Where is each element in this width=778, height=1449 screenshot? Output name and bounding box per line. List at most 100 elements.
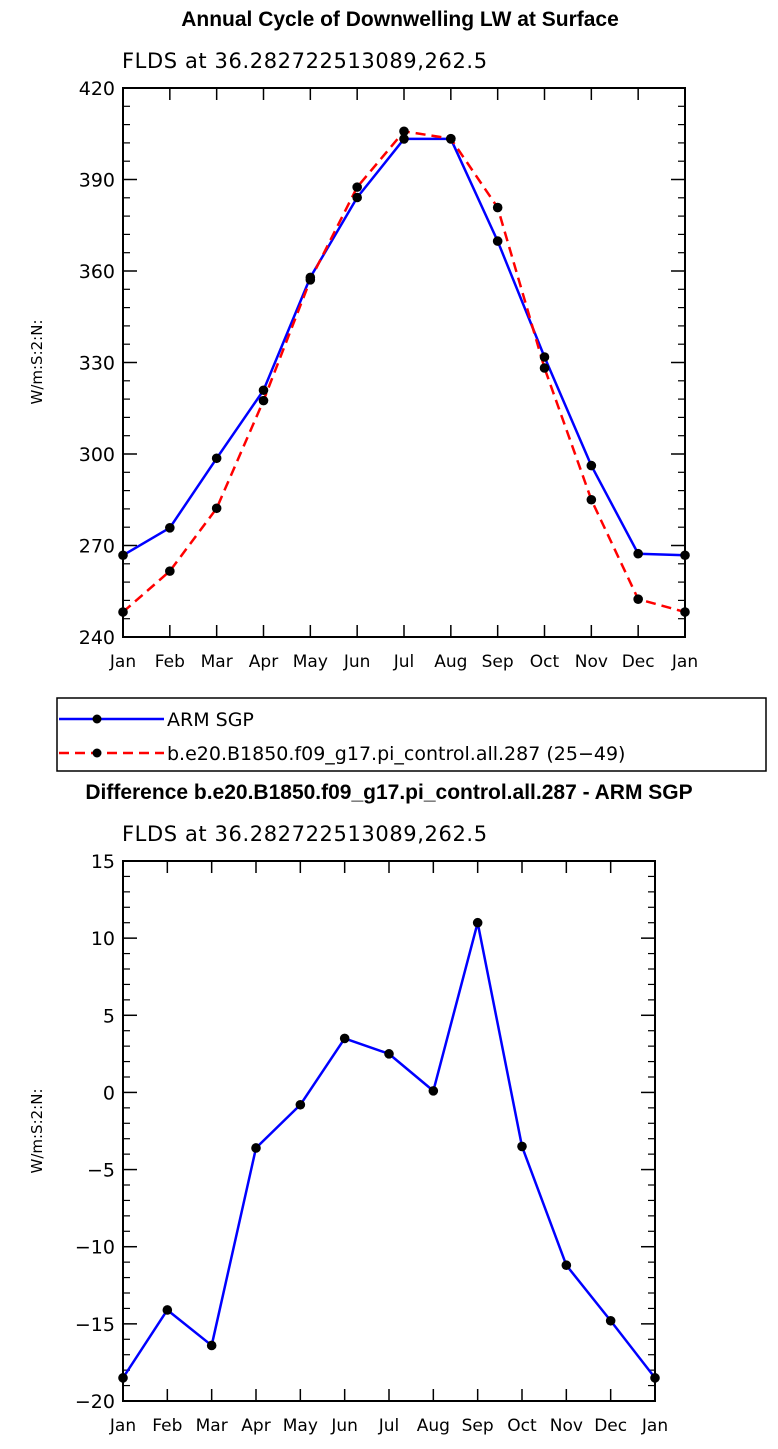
- data-point: [352, 192, 362, 203]
- chart1-ylabel: W/m:S:2:N:: [28, 320, 46, 405]
- data-point: [206, 1340, 217, 1351]
- legend-model-label: b.e20.B1850.f09_g17.pi_control.all.287 (…: [167, 743, 625, 765]
- x-tick-label: Feb: [152, 1416, 182, 1436]
- x-tick-label: Jul: [393, 652, 415, 672]
- y-tick-label: 15: [91, 851, 115, 873]
- chart2-title: Difference b.e20.B1850.f09_g17.pi_contro…: [85, 781, 692, 804]
- y-tick-label: 330: [79, 353, 115, 375]
- chart2-subtitle: FLDS at 36.282722513089,262.5: [122, 822, 488, 846]
- data-point: [118, 550, 128, 561]
- x-tick-label: Jun: [343, 652, 371, 672]
- data-point: [472, 917, 483, 928]
- data-point: [517, 1141, 527, 1152]
- data-point: [258, 385, 269, 396]
- chart2-ylabel: W/m:S:2:N:: [28, 1089, 46, 1174]
- chart1-title: Annual Cycle of Downwelling LW at Surfac…: [181, 8, 619, 31]
- y-tick-label: 240: [79, 627, 115, 649]
- series-line-1: [122, 130, 686, 614]
- x-tick-label: May: [293, 652, 328, 672]
- chart1-plot-frame: [122, 87, 686, 638]
- x-tick-label: Jan: [109, 652, 136, 672]
- x-tick-label: Oct: [530, 652, 560, 672]
- legend-obs-marker: [92, 714, 102, 724]
- x-tick-label: Feb: [155, 652, 185, 672]
- x-tick-label: Mar: [196, 1416, 228, 1436]
- chart2-x-tick-labels: Jan Feb Mar Apr May Jun Jul Aug Sep Oct Nov Dec Jan: [109, 1416, 668, 1436]
- data-point: [251, 1143, 261, 1153]
- data-point: [211, 503, 222, 514]
- x-tick-label: Oct: [507, 1416, 537, 1436]
- x-tick-label: Jan: [671, 652, 698, 672]
- data-point: [633, 548, 643, 559]
- data-point: [118, 1373, 128, 1383]
- legend-model-marker: [92, 748, 102, 758]
- y-tick-label: 390: [79, 170, 115, 192]
- x-tick-label: Jul: [378, 1416, 400, 1436]
- data-point: [633, 594, 643, 604]
- x-tick-label: Mar: [201, 652, 233, 672]
- data-point: [165, 523, 175, 533]
- y-tick-label: −5: [87, 1160, 115, 1182]
- legend-obs-label: ARM SGP: [167, 709, 254, 731]
- chart1-series: [118, 126, 690, 617]
- data-point: [258, 395, 269, 406]
- chart-annual-cycle: Annual Cycle of Downwelling LW at Surfac…: [28, 8, 767, 772]
- x-tick-label: Nov: [575, 652, 608, 672]
- chart1-subtitle: FLDS at 36.282722513089,262.5: [122, 49, 488, 73]
- chart1-legend: ARM SGP b.e20.B1850.f09_g17.pi_control.a…: [56, 697, 767, 772]
- data-point: [539, 363, 550, 373]
- chart1-y-tick-labels: 240 270 300 330 360 390 420: [79, 78, 115, 649]
- data-point: [605, 1315, 616, 1326]
- x-tick-label: Apr: [249, 652, 278, 672]
- data-point: [586, 494, 597, 505]
- legend-box: [56, 697, 767, 772]
- chart1-ticks: [122, 87, 686, 638]
- x-tick-label: Jan: [109, 1416, 136, 1436]
- chart2-plot-frame: [122, 860, 656, 1402]
- x-tick-label: Sep: [482, 652, 514, 672]
- y-tick-label: 360: [79, 261, 115, 283]
- y-tick-label: 270: [79, 536, 115, 558]
- chart2-y-tick-labels: −20 −15 −10 −5 0 5 10 15: [75, 851, 115, 1413]
- y-tick-label: 0: [103, 1082, 115, 1104]
- chart1-x-tick-labels: Jan Feb Mar Apr May Jun Jul Aug Sep Oct Nov Dec Jan: [109, 652, 698, 672]
- y-tick-label: 5: [103, 1005, 115, 1027]
- data-point: [165, 566, 175, 576]
- data-point: [428, 1086, 439, 1096]
- y-tick-label: 420: [79, 78, 115, 100]
- chart-difference: Difference b.e20.B1850.f09_g17.pi_contro…: [28, 781, 693, 1436]
- data-point: [384, 1049, 394, 1059]
- data-point: [399, 126, 409, 137]
- x-tick-label: Aug: [417, 1416, 450, 1436]
- data-point: [650, 1373, 660, 1383]
- data-point: [539, 352, 550, 362]
- x-tick-label: Aug: [434, 652, 467, 672]
- data-point: [305, 275, 316, 285]
- data-point: [680, 607, 690, 617]
- chart2-ticks: [122, 860, 656, 1402]
- y-tick-label: −20: [75, 1391, 115, 1413]
- chart2-series: [118, 917, 660, 1383]
- y-tick-label: −15: [75, 1314, 115, 1336]
- x-tick-label: Sep: [462, 1416, 494, 1436]
- series-line-0: [122, 137, 686, 557]
- x-tick-label: Dec: [594, 1416, 627, 1436]
- y-tick-label: 10: [91, 928, 115, 950]
- x-tick-label: Jun: [330, 1416, 358, 1436]
- data-point: [118, 607, 128, 617]
- data-point: [586, 460, 597, 471]
- data-point: [492, 236, 503, 246]
- data-point: [211, 453, 222, 464]
- x-tick-label: Jan: [641, 1416, 668, 1436]
- x-tick-label: Dec: [622, 652, 655, 672]
- data-point: [561, 1260, 572, 1271]
- data-point: [399, 134, 409, 144]
- y-tick-label: 300: [79, 444, 115, 466]
- data-point: [339, 1033, 350, 1044]
- data-point: [162, 1305, 173, 1315]
- data-point: [352, 182, 362, 192]
- x-tick-label: May: [283, 1416, 318, 1436]
- series-line-0: [121, 921, 656, 1379]
- data-point: [446, 133, 456, 144]
